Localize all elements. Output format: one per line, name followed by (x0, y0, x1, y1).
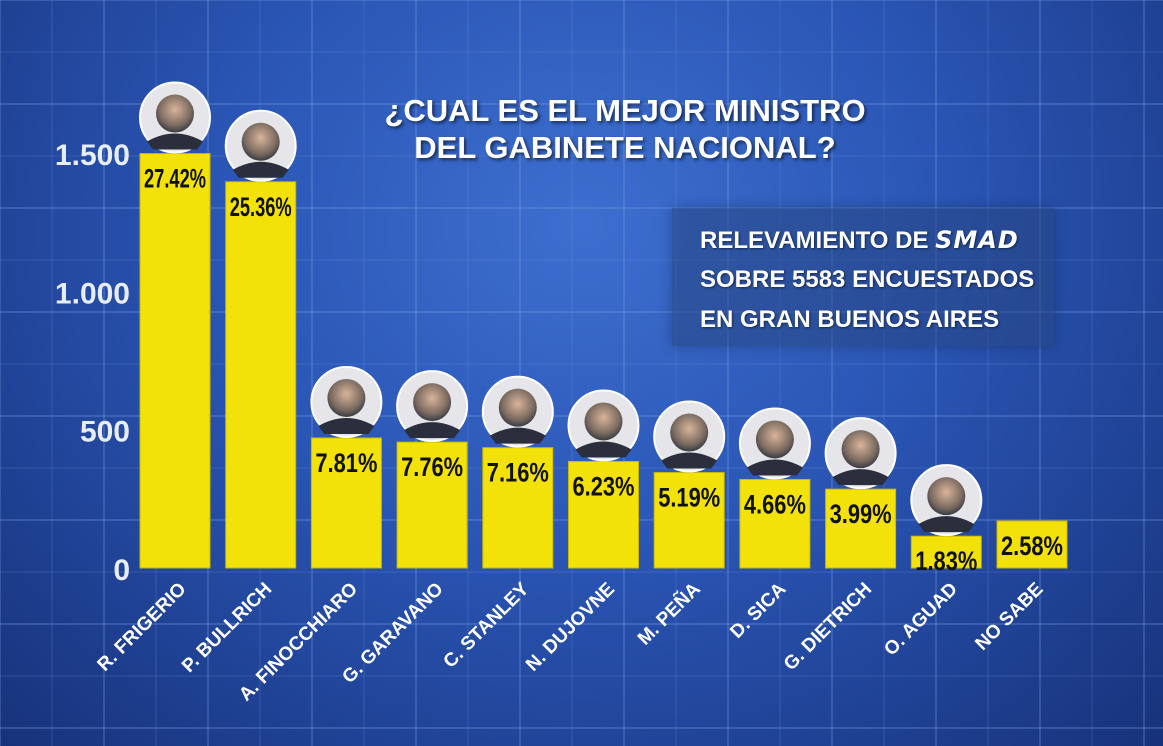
bar (225, 181, 297, 569)
photo-suit-icon (232, 161, 289, 178)
photo-face-icon (241, 122, 280, 161)
bar-value-label: 27.42% (144, 164, 206, 194)
y-tick-label: 1.500 (55, 139, 130, 172)
bar-value-label: 7.76% (401, 452, 463, 482)
photo-face-icon (841, 430, 880, 469)
x-category-label: NO SABE (971, 579, 1047, 655)
x-category-label: P. BULLRICH (178, 579, 276, 677)
chart-title: ¿CUAL ES EL MEJOR MINISTRO DEL GABINETE … (330, 92, 920, 166)
survey-info-line1: RELEVAMIENTO DE SMAD (700, 226, 1019, 255)
bar (310, 437, 382, 569)
y-tick-label: 500 (80, 416, 130, 449)
bar (825, 488, 897, 569)
survey-info-line3: EN GRAN BUENOS AIRES (700, 306, 1000, 333)
photo-face-icon (755, 420, 794, 459)
y-tick-label: 0 (113, 554, 130, 587)
bar-value-label: 6.23% (573, 471, 635, 501)
bar (996, 520, 1068, 569)
survey-info-line2: SOBRE 5583 ENCUESTADOS (700, 266, 1035, 293)
photo-suit-icon (746, 459, 803, 476)
chart-title-line1: ¿CUAL ES EL MEJOR MINISTRO (384, 93, 866, 128)
survey-info-text1: RELEVAMIENTO DE (700, 227, 929, 254)
bar (396, 441, 468, 569)
bar-value-label: 5.19% (658, 483, 720, 513)
photo-face-icon (927, 477, 966, 516)
x-category-label: G. DIETRICH (780, 579, 876, 675)
survey-info-box: RELEVAMIENTO DE SMAD SOBRE 5583 ENCUESTA… (672, 208, 1054, 346)
x-category-label: N. DUJOVNE (522, 579, 619, 676)
bar-value-label: 7.81% (315, 448, 377, 478)
bar-value-label: 25.36% (230, 192, 292, 222)
y-tick-label: 1.000 (55, 277, 130, 310)
photo-suit-icon (832, 469, 889, 486)
photo-face-icon (498, 388, 537, 427)
smad-logo: SMAD (935, 226, 1019, 254)
photo-suit-icon (575, 441, 632, 458)
bar-value-label: 3.99% (830, 499, 892, 529)
bar-value-label: 7.16% (487, 458, 549, 488)
photo-face-icon (670, 413, 709, 452)
y-axis: 0 500 1.000 1.500 (55, 139, 130, 587)
photo-suit-icon (918, 516, 975, 533)
bar (139, 153, 211, 569)
bar (910, 535, 982, 569)
x-category-label: D. SICA (726, 578, 790, 642)
photo-suit-icon (661, 452, 718, 469)
photo-suit-icon (147, 133, 203, 150)
photo-face-icon (327, 378, 366, 417)
bar-value-label: 2.58% (1001, 531, 1063, 561)
bars: 27.42% 25.36% 7.81% 7.76% 7.16% 6.23% 5.19% 4.6… (139, 81, 1068, 576)
bar (568, 460, 639, 569)
x-category-label: R. FRIGERIO (94, 579, 191, 676)
x-category-label: M. PEÑA (633, 578, 705, 650)
photo-face-icon (584, 402, 623, 441)
bar-value-label: 1.83% (915, 546, 977, 576)
photo-suit-icon (318, 417, 375, 434)
bar-value-label: 4.66% (744, 489, 806, 519)
photo-face-icon (413, 383, 452, 422)
photo-suit-icon (489, 427, 546, 444)
chart-title-line2: DEL GABINETE NACIONAL? (414, 130, 836, 165)
bar (482, 447, 554, 569)
photo-suit-icon (404, 422, 461, 439)
photo-face-icon (156, 94, 194, 133)
x-category-label: O. AGUAD (880, 579, 962, 661)
